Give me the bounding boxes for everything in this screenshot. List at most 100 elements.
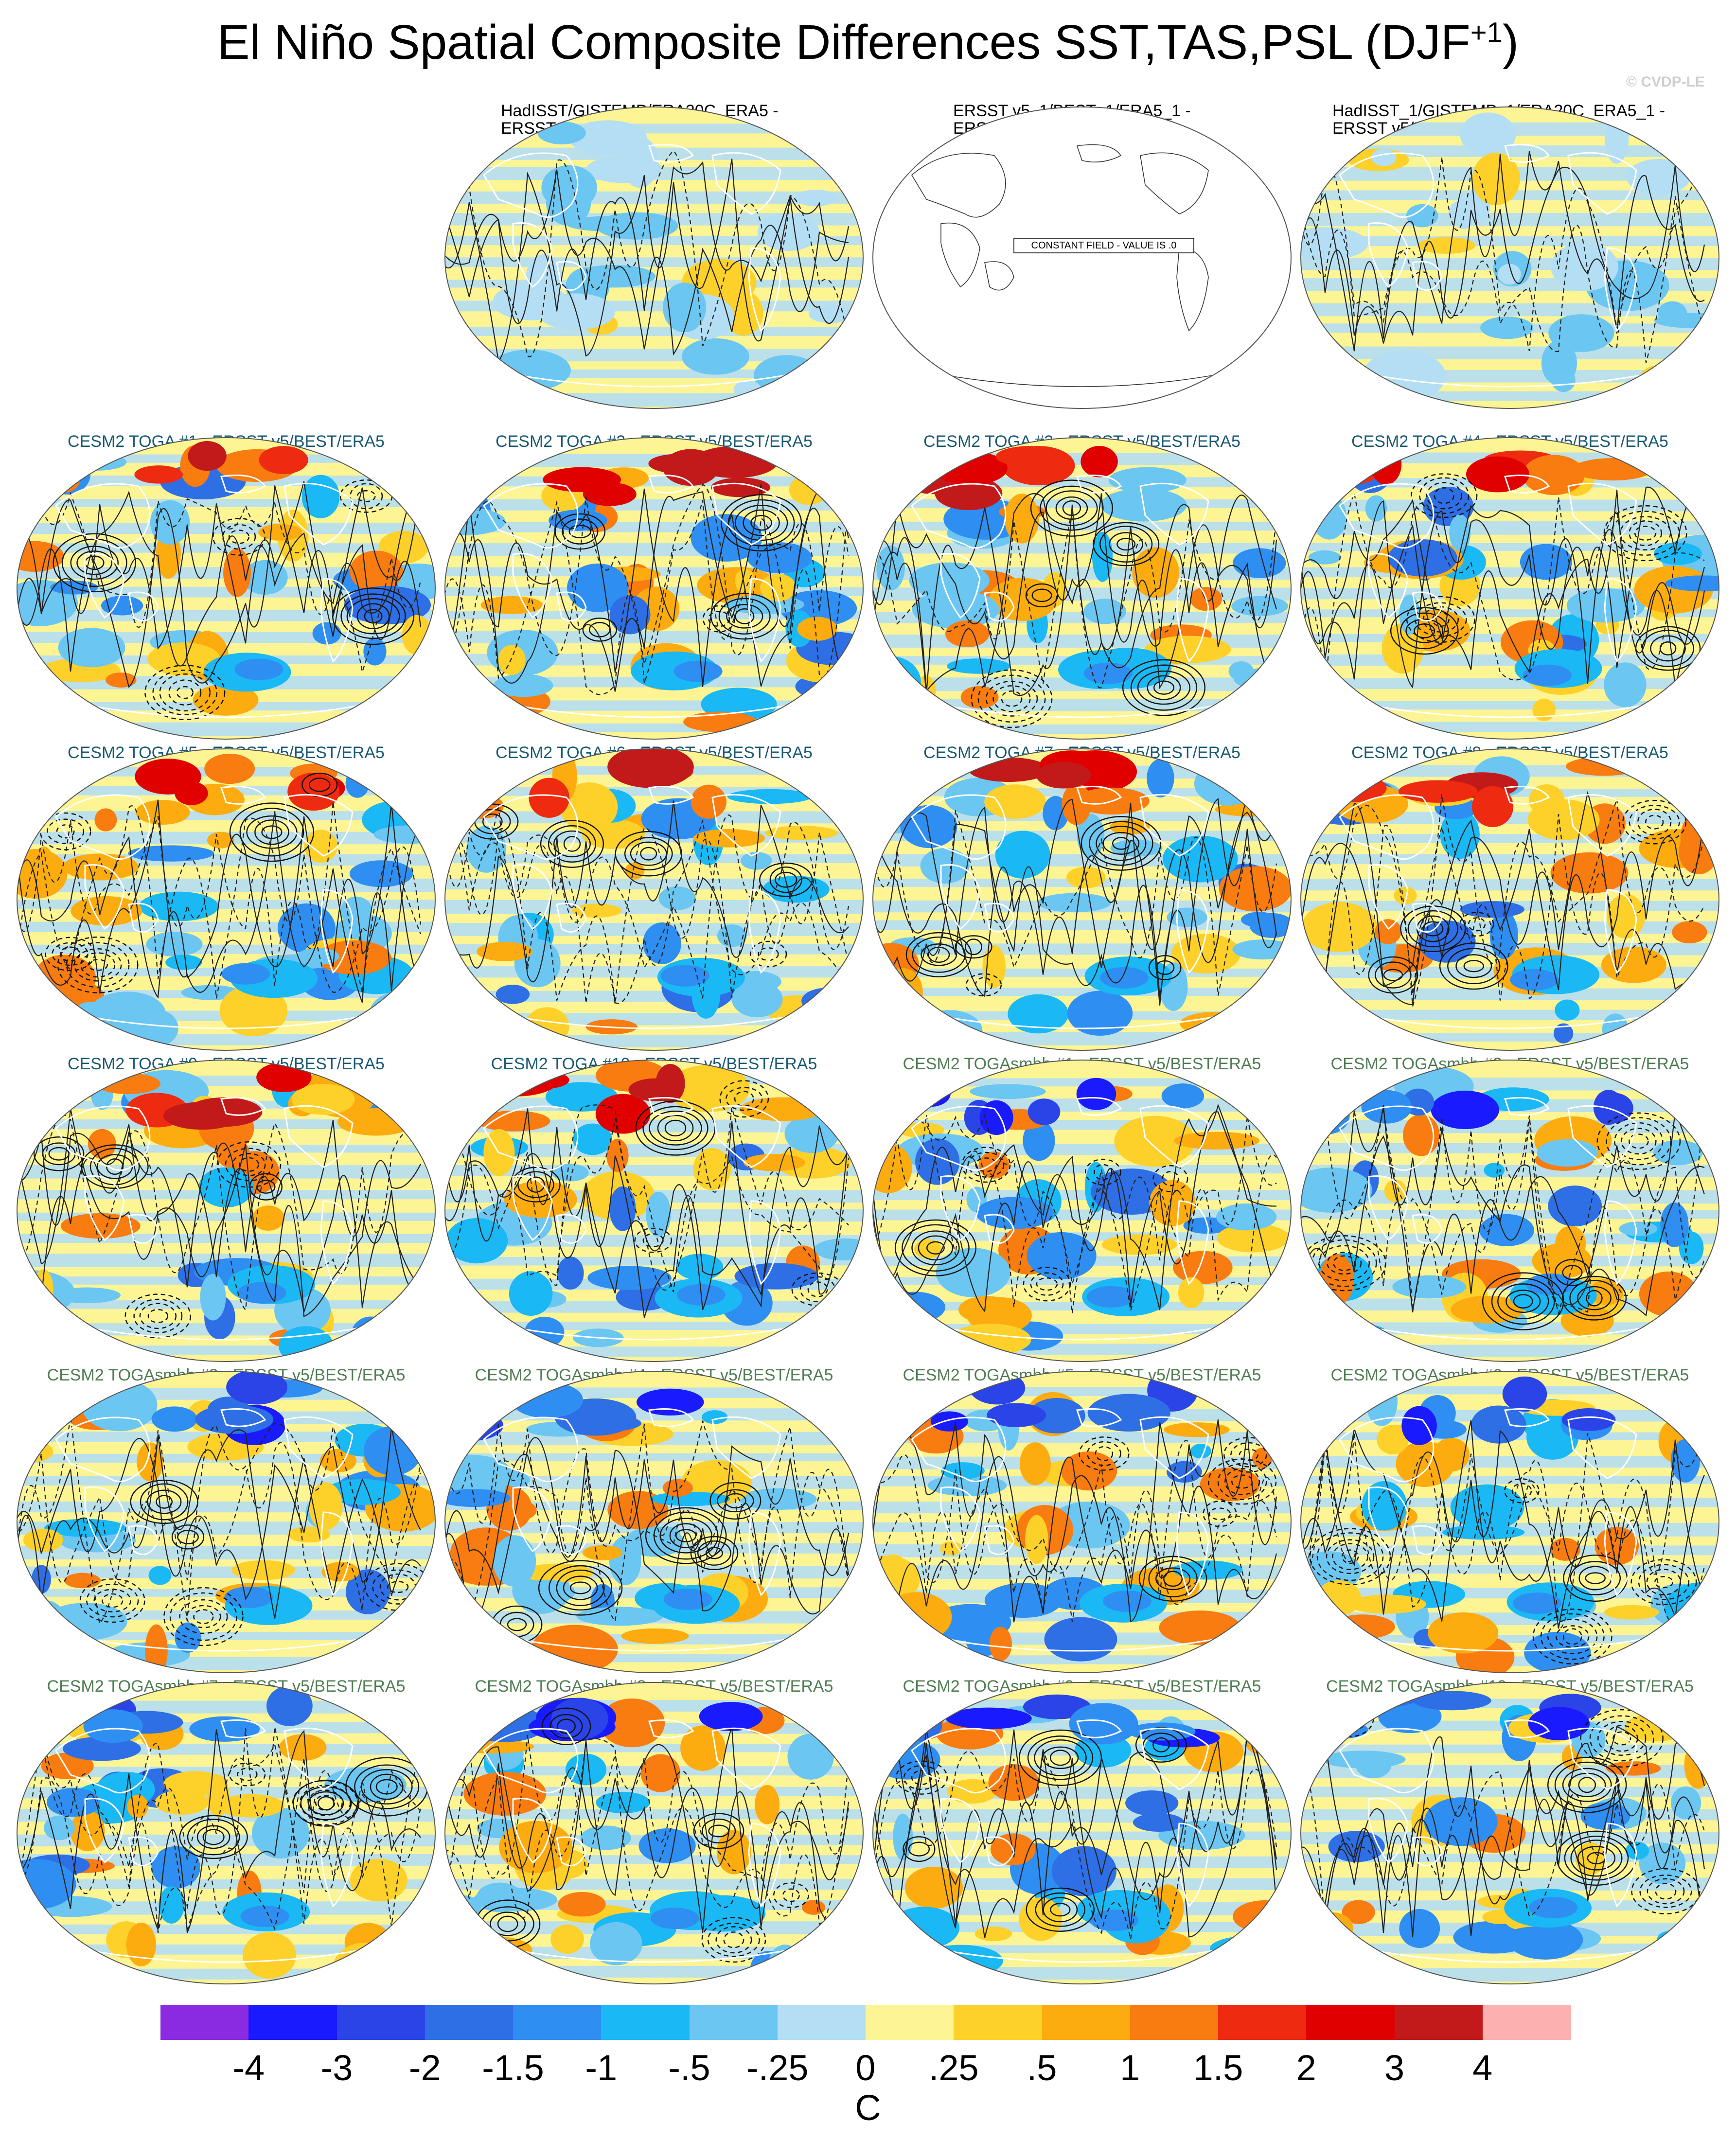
colorbar-box [337, 2005, 425, 2040]
anomaly-blob [640, 1754, 681, 1792]
anomaly-blob [1231, 596, 1289, 617]
anomaly-blob [550, 1924, 585, 1954]
anomaly-blob [1037, 893, 1112, 913]
psl-contour [1630, 1559, 1697, 1605]
strong-anomaly [1401, 1406, 1437, 1445]
psl-contour [1650, 635, 1686, 662]
anomaly-blob [337, 1108, 415, 1136]
continent-outline [1504, 475, 1550, 494]
anomaly-blob [1670, 1786, 1701, 1820]
psl-contour [17, 1743, 422, 1927]
anomaly-blob [643, 922, 681, 964]
psl-contour [553, 830, 591, 858]
continent-outline [84, 1175, 125, 1241]
anomaly-blob [1025, 1515, 1048, 1564]
continent-outline [711, 1727, 781, 1790]
colorbar-tick-label: 1.5 [1193, 2048, 1243, 2088]
southern-anomaly [240, 1906, 289, 1928]
psl-contour [17, 492, 422, 672]
figure-title: El Niño Spatial Composite Differences SS… [0, 15, 1736, 71]
anomaly-blob [1240, 912, 1277, 927]
anomaly-blob [1200, 1467, 1260, 1502]
anomaly-blob [1392, 1275, 1467, 1299]
southern-anomaly [234, 658, 283, 680]
continent-outline [556, 1525, 587, 1556]
psl-contour [1326, 1539, 1375, 1575]
strong-anomaly [529, 778, 569, 818]
anomaly-blob [1619, 1221, 1658, 1237]
anomaly-blob [755, 1785, 779, 1824]
model-panel: CESM2 TOGAsmbb #1 - ERSST v5/BEST/ERA5 [868, 1041, 1296, 1362]
anomaly-blob [480, 596, 543, 614]
continent-outline [984, 591, 1015, 622]
psl-contour [697, 1540, 731, 1566]
psl-contour [1532, 1609, 1612, 1664]
psl-contour [749, 940, 787, 968]
southern-anomaly [1099, 967, 1149, 989]
psl-contour [1301, 489, 1705, 673]
anomaly-blob [445, 1489, 511, 1507]
anomaly-blob [90, 1075, 114, 1110]
continent-outline [940, 1638, 1219, 1652]
continent-outline [1076, 1097, 1122, 1116]
psl-contour [445, 1423, 850, 1587]
anomaly-blob [445, 1075, 513, 1102]
map-stripe [17, 523, 435, 534]
psl-contour [769, 867, 802, 893]
strong-anomaly [1303, 1097, 1350, 1134]
psl-contour [1614, 1122, 1664, 1160]
continent-outline [1368, 1798, 1409, 1864]
southern-anomaly [673, 660, 723, 682]
psl-contour [237, 1768, 258, 1781]
anomaly-blob [1171, 934, 1241, 974]
psl-contour [1411, 473, 1478, 518]
continent-outline [128, 1525, 159, 1556]
continent-outline [1504, 786, 1550, 805]
anomaly-blob [1394, 886, 1417, 905]
map-background [873, 107, 1291, 408]
southern-anomaly [1523, 664, 1572, 686]
map-stripe [1301, 1120, 1719, 1133]
anomaly-blob [279, 1734, 327, 1761]
anomaly-blob [369, 684, 435, 727]
anomaly-blob [344, 585, 431, 624]
psl-contour [222, 524, 256, 550]
strong-anomaly [1161, 1083, 1205, 1109]
map-stripe [12, 1988, 440, 1999]
continent-outline [483, 152, 579, 218]
anomaly-blob [19, 1709, 52, 1758]
anomaly-blob [1550, 1538, 1580, 1561]
strong-anomaly [1076, 1078, 1116, 1110]
model-panel: CESM2 TOGA #1 - ERSST v5/BEST/ERA5 [12, 418, 440, 740]
continent-outline [220, 786, 266, 805]
map-model [444, 1682, 864, 1984]
continent-outline [512, 864, 553, 930]
psl-contour [721, 494, 802, 552]
psl-contour [1638, 1564, 1690, 1600]
map-border [872, 106, 1292, 409]
map-stripe [1301, 1545, 1719, 1556]
anomaly-blob [1554, 1023, 1574, 1044]
colorbar-unit: C [855, 2088, 881, 2128]
strong-anomaly [470, 1065, 558, 1097]
psl-contour [1434, 487, 1454, 504]
anomaly-blob [989, 578, 1058, 621]
psl-contour [1036, 1277, 1058, 1291]
psl-contour [773, 1882, 809, 1909]
anomaly-blob [974, 1926, 1012, 1941]
psl-contour [1422, 921, 1444, 937]
psl-contour [254, 819, 289, 845]
strong-anomaly [175, 781, 208, 805]
anomaly-blob [488, 349, 571, 391]
psl-contour [873, 1103, 1277, 1313]
psl-contour [718, 598, 771, 635]
map-stripe [17, 1968, 435, 1980]
psl-contour [202, 1829, 225, 1845]
anomaly-blob [1548, 314, 1614, 352]
anomaly-blob [667, 1065, 750, 1112]
map-obs-3 [1300, 106, 1719, 409]
continent-outline [940, 1327, 1219, 1341]
continent-outline [283, 794, 354, 857]
psl-contour [568, 525, 591, 539]
psl-contour [1407, 910, 1458, 948]
